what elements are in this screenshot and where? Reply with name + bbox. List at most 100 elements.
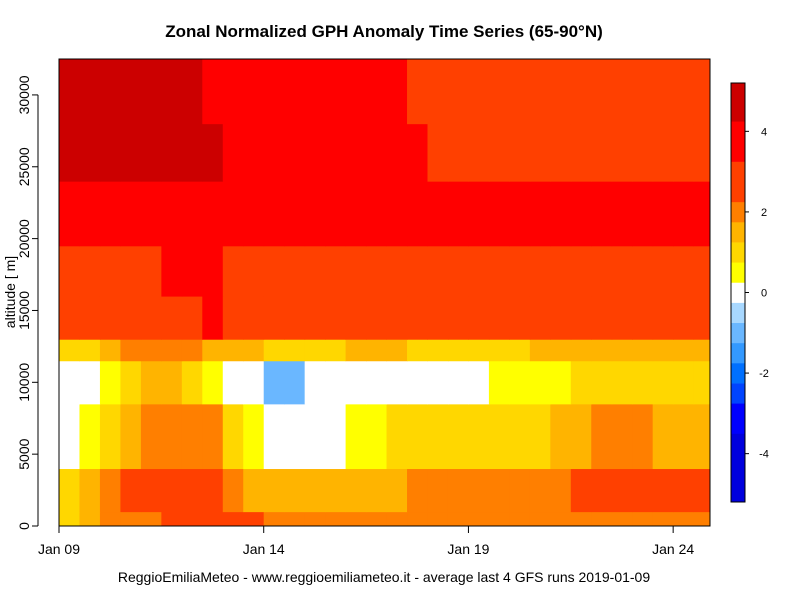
heat-cell <box>222 245 244 297</box>
heat-cell <box>140 468 162 513</box>
heat-cell <box>325 181 347 247</box>
heat-cell <box>120 123 142 182</box>
heat-cell <box>693 123 711 182</box>
heat-cell <box>529 181 551 247</box>
heat-cell <box>366 123 388 182</box>
heat-cell <box>79 59 101 125</box>
heat-cell <box>99 296 121 340</box>
heat-cell <box>632 123 654 182</box>
heat-cell <box>161 360 183 405</box>
heat-cell <box>202 360 224 405</box>
heat-cell <box>325 339 347 362</box>
heat-cell <box>345 181 367 247</box>
heat-cell <box>591 296 613 340</box>
heat-cell <box>140 181 162 247</box>
x-tick-label: Jan 09 <box>38 541 80 557</box>
heat-cell <box>570 360 592 405</box>
heat-cell <box>304 511 326 527</box>
heat-cell <box>632 403 654 470</box>
heat-cell <box>263 245 285 297</box>
heat-cell <box>304 296 326 340</box>
heat-cell <box>59 468 80 513</box>
heat-cell <box>407 59 428 125</box>
heat-cell <box>468 360 490 405</box>
heat-cell <box>140 339 162 362</box>
heat-cell <box>222 339 244 362</box>
colorbar-bin <box>731 201 745 223</box>
heat-cell <box>243 123 265 182</box>
heat-cell <box>550 181 572 247</box>
heat-cell <box>529 468 551 513</box>
heat-cell <box>673 123 695 182</box>
heat-cell <box>386 339 408 362</box>
heat-cell <box>202 403 224 470</box>
heat-cell <box>59 403 80 470</box>
colorbar-tick-label: 2 <box>761 207 767 219</box>
heat-cell <box>345 339 367 362</box>
heat-cell <box>79 403 101 470</box>
x-tick-label: Jan 19 <box>447 541 489 557</box>
heat-cell <box>591 59 613 125</box>
heat-cell <box>427 245 449 297</box>
heat-cell <box>161 181 183 247</box>
heat-cell <box>161 468 183 513</box>
heat-cell <box>284 59 306 125</box>
heat-cell <box>488 339 510 362</box>
heat-cell <box>509 360 531 405</box>
heat-cell <box>407 296 428 340</box>
heat-cell <box>181 123 203 182</box>
heat-cell <box>325 245 347 297</box>
colorbar-bin <box>731 161 745 203</box>
heat-cell <box>529 511 551 527</box>
heat-cell <box>140 403 162 470</box>
heat-cell <box>447 296 469 340</box>
heat-cell <box>222 296 244 340</box>
heat-cell <box>652 181 674 247</box>
heat-cell <box>345 123 367 182</box>
heat-cell <box>304 403 326 470</box>
heat-cell <box>222 123 244 182</box>
heat-cell <box>222 468 244 513</box>
heat-cell <box>570 245 592 297</box>
heat-cell <box>304 59 326 125</box>
heat-cell <box>284 181 306 247</box>
heat-cell <box>509 245 531 297</box>
heat-cell <box>202 181 224 247</box>
heat-cell <box>243 296 265 340</box>
heat-cell <box>407 245 428 297</box>
heat-cell <box>202 59 224 125</box>
heat-cell <box>427 403 449 470</box>
heat-cell <box>263 181 285 247</box>
colorbar-bin <box>731 242 745 263</box>
heat-cell <box>591 339 613 362</box>
heat-cell <box>611 123 633 182</box>
heat-cell <box>632 360 654 405</box>
heat-cell <box>181 360 203 405</box>
heat-cell <box>263 403 285 470</box>
heat-cell <box>591 123 613 182</box>
heat-cell <box>468 339 490 362</box>
heat-cell <box>202 123 224 182</box>
heat-cell <box>325 403 347 470</box>
x-tick-label: Jan 14 <box>243 541 285 557</box>
heat-cell <box>673 360 695 405</box>
heat-cell <box>181 181 203 247</box>
heat-cell <box>345 59 367 125</box>
heat-cell <box>652 360 674 405</box>
heat-cell <box>140 245 162 297</box>
heat-cell <box>673 181 695 247</box>
heat-cell <box>693 339 711 362</box>
chart-title: Zonal Normalized GPH Anomaly Time Series… <box>165 22 603 41</box>
heatmap-cells <box>59 59 711 527</box>
heat-cell <box>161 339 183 362</box>
heat-cell <box>529 360 551 405</box>
heat-cell <box>447 245 469 297</box>
heat-cell <box>202 468 224 513</box>
heat-cell <box>99 59 121 125</box>
heat-cell <box>284 339 306 362</box>
heat-cell <box>161 59 183 125</box>
heat-cell <box>550 339 572 362</box>
heat-cell <box>140 123 162 182</box>
heat-cell <box>79 468 101 513</box>
